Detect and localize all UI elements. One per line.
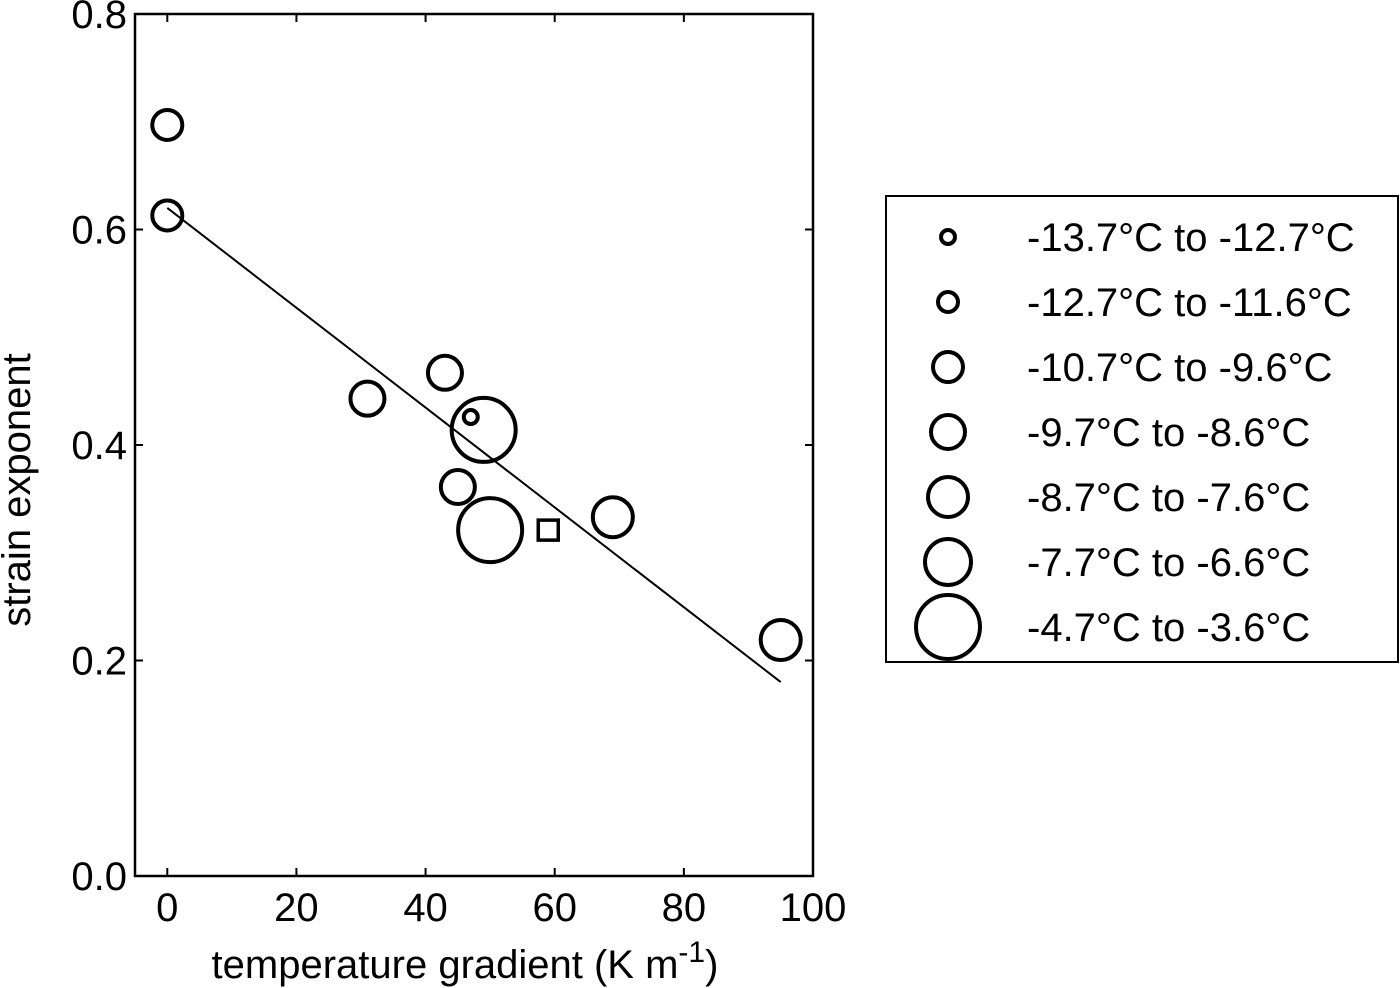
legend-marker: [939, 228, 957, 246]
data-point: [348, 379, 387, 418]
fit-line: [166, 207, 782, 683]
legend-label: -9.7°C to -8.6°C: [1027, 411, 1310, 455]
data-point: [456, 496, 525, 565]
y-tick-label: 0.8: [71, 0, 127, 37]
legend-marker: [926, 475, 970, 519]
data-point: [425, 353, 464, 392]
data-point: [461, 407, 480, 426]
x-tick-label: 40: [403, 886, 448, 930]
x-axis-label-superscript: -1: [678, 936, 705, 969]
data-point: [438, 468, 477, 507]
y-tick-label: 0.0: [71, 855, 127, 899]
x-tick-label: 100: [780, 886, 847, 930]
x-tick-label: 20: [274, 886, 319, 930]
legend-label: -7.7°C to -6.6°C: [1027, 541, 1310, 585]
x-tick-label: 80: [662, 886, 707, 930]
legend-marker: [929, 413, 967, 451]
legend-label: -10.7°C to -9.6°C: [1027, 346, 1332, 390]
data-point-square: [536, 518, 561, 542]
x-axis-label: temperature gradient (K m-1): [212, 936, 719, 987]
x-axis-label-end: ): [705, 943, 718, 987]
y-axis-label: strain exponent: [0, 353, 39, 627]
data-point: [758, 618, 803, 663]
legend-label: -8.7°C to -7.6°C: [1027, 476, 1310, 520]
legend-marker: [931, 350, 965, 384]
legend-label: -13.7°C to -12.7°C: [1027, 216, 1355, 260]
legend-label: -4.7°C to -3.6°C: [1027, 606, 1310, 650]
legend-marker: [923, 537, 973, 587]
y-tick-label: 0.6: [71, 209, 127, 253]
legend-box: [885, 195, 1399, 663]
legend-marker: [936, 290, 960, 314]
x-tick-label: 0: [156, 886, 178, 930]
plot-area: 0 20 40 60 80 100 0.0 0.2 0.4 0.6 0.8: [71, 0, 846, 930]
data-point: [150, 198, 185, 233]
y-tick-label: 0.4: [71, 424, 127, 468]
data-point: [150, 107, 185, 142]
legend: -13.7°C to -12.7°C -12.7°C to -11.6°C -10.…: [885, 195, 1399, 663]
data-point: [449, 395, 518, 464]
legend-marker: [914, 593, 982, 661]
x-tick-label: 60: [532, 886, 577, 930]
legend-label: -12.7°C to -11.6°C: [1027, 281, 1352, 325]
data-point: [590, 495, 635, 540]
y-tick-label: 0.2: [71, 640, 127, 684]
